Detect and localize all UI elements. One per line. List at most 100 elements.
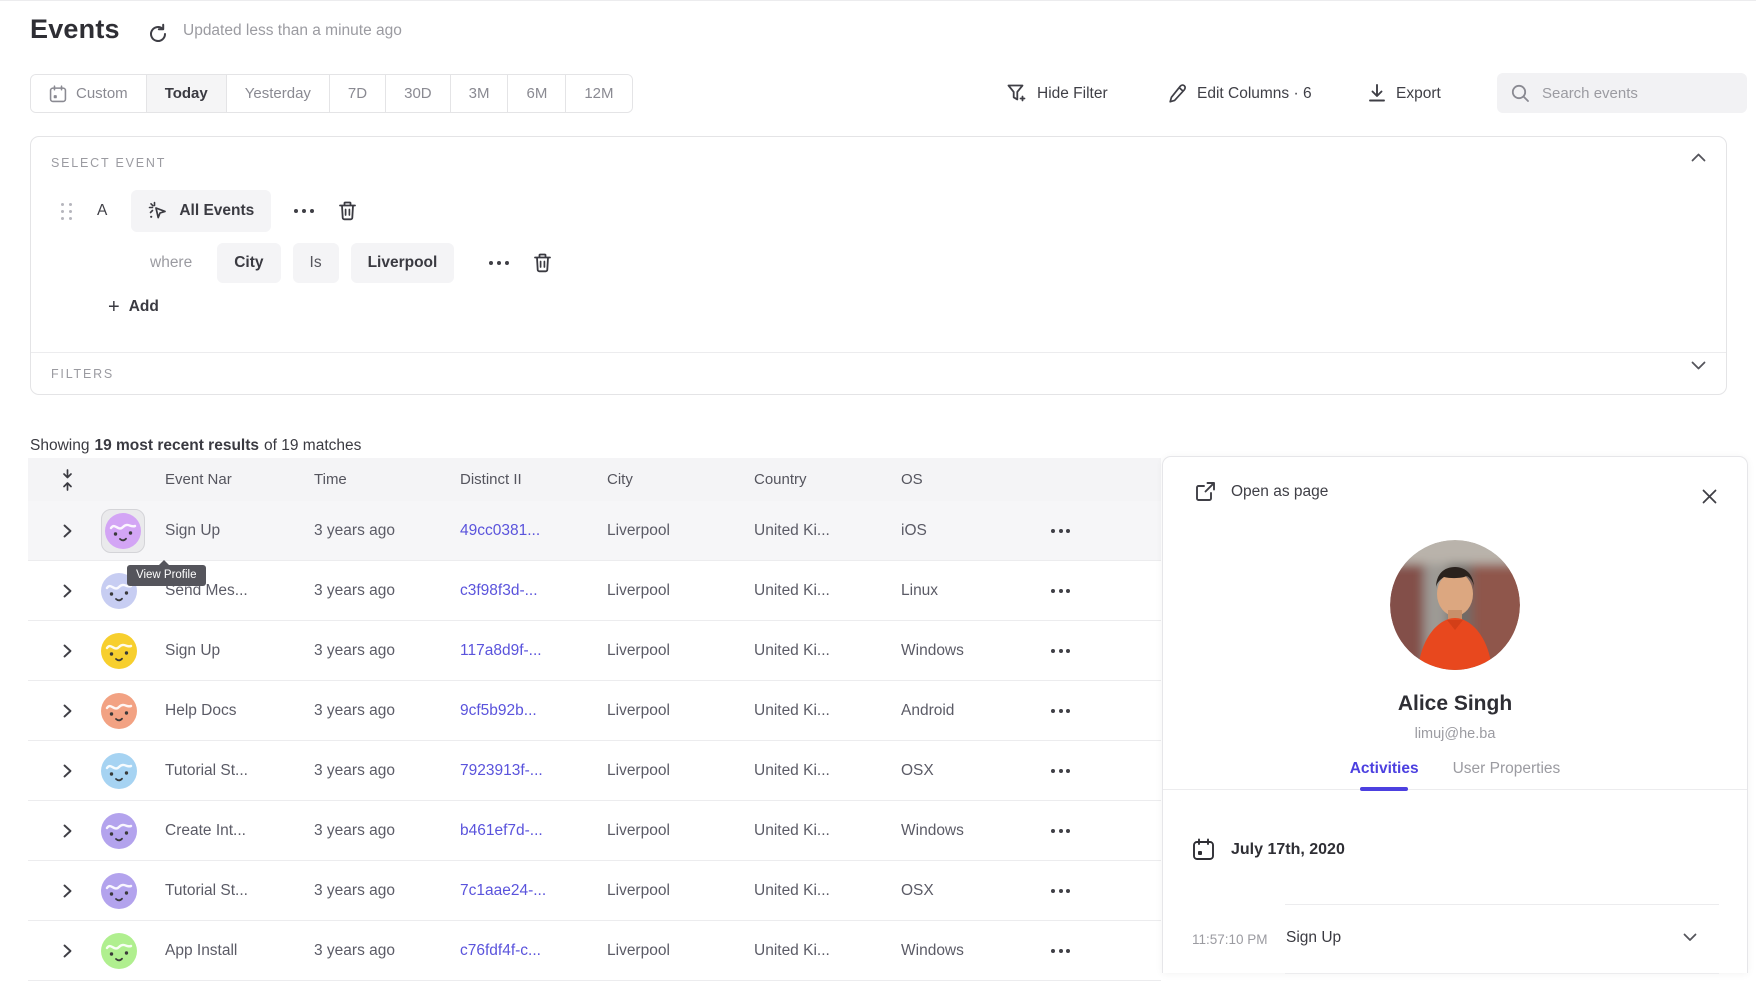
- row-actions-button[interactable]: [1049, 823, 1161, 839]
- row-actions-button[interactable]: [1049, 763, 1161, 779]
- column-header[interactable]: Time: [314, 471, 347, 488]
- event-row-letter: A: [97, 202, 108, 219]
- event-time: 3 years ago: [314, 821, 395, 839]
- filters-label: FILTERS: [51, 367, 115, 381]
- table-row[interactable]: Sign Up 3 years ago 117a8d9f-... Liverpool U…: [28, 621, 1161, 681]
- distinct-id-link[interactable]: 117a8d9f-...: [460, 641, 542, 659]
- row-expander-icon[interactable]: [63, 764, 72, 778]
- search-input[interactable]: [1542, 84, 1722, 102]
- event-name: Sign Up: [165, 521, 221, 539]
- distinct-id-link[interactable]: 49cc0381...: [460, 521, 541, 539]
- avatar[interactable]: [101, 508, 145, 553]
- distinct-id-link[interactable]: 9cf5b92b...: [460, 701, 537, 719]
- event-time: 3 years ago: [314, 701, 395, 719]
- row-actions-button[interactable]: [1049, 523, 1161, 539]
- event-country: United Ki...: [754, 641, 830, 659]
- activity-time: 11:57:10 PM: [1192, 932, 1268, 947]
- page-title: Events: [30, 14, 120, 44]
- row-actions-button[interactable]: [1049, 703, 1161, 719]
- row-expander-icon[interactable]: [63, 944, 72, 958]
- row-actions-button[interactable]: [1049, 943, 1161, 959]
- activity-row[interactable]: 11:57:10 PM Sign Up: [1163, 904, 1747, 973]
- event-name: Create Int...: [165, 821, 246, 839]
- table-row[interactable]: Send Mes... 3 years ago c3f98f3d-... Liverp…: [28, 561, 1161, 621]
- event-city: Liverpool: [607, 641, 670, 659]
- row-expander-icon[interactable]: [63, 824, 72, 838]
- calendar-icon: [1192, 838, 1215, 861]
- filter-property-chip[interactable]: City: [217, 243, 281, 283]
- range-yesterday[interactable]: Yesterday: [226, 75, 330, 112]
- row-expander-icon[interactable]: [63, 884, 72, 898]
- event-delete-icon[interactable]: [338, 201, 357, 221]
- range-12m[interactable]: 12M: [566, 75, 632, 112]
- distinct-id-link[interactable]: c76fdf4f-c...: [460, 941, 541, 959]
- distinct-id-link[interactable]: c3f98f3d-...: [460, 581, 538, 599]
- collapse-section-icon[interactable]: [1691, 153, 1706, 162]
- close-panel-icon[interactable]: [1700, 487, 1719, 506]
- range-7d[interactable]: 7D: [329, 75, 387, 112]
- distinct-id-link[interactable]: 7923913f-...: [460, 761, 543, 779]
- range-custom[interactable]: Custom: [31, 75, 147, 112]
- column-header[interactable]: OS: [901, 471, 923, 488]
- table-row[interactable]: Tutorial St... 3 years ago 7c1aae24-... Liv…: [28, 861, 1161, 921]
- row-actions-button[interactable]: [1049, 583, 1161, 599]
- table-row[interactable]: Sign Up 3 years ago 49cc0381... Liverpool Un…: [28, 501, 1161, 561]
- select-event-label: SELECT EVENT: [51, 156, 167, 170]
- column-header[interactable]: City: [607, 471, 633, 488]
- distinct-id-link[interactable]: b461ef7d-...: [460, 821, 543, 839]
- event-more-button[interactable]: [294, 209, 315, 213]
- event-city: Liverpool: [607, 581, 670, 599]
- filter-delete-icon[interactable]: [533, 253, 552, 273]
- avatar[interactable]: [101, 692, 137, 729]
- export-button[interactable]: Export: [1368, 74, 1441, 113]
- row-actions-button[interactable]: [1049, 883, 1161, 899]
- collapse-rows-icon[interactable]: [61, 468, 74, 491]
- search-events-box[interactable]: [1497, 73, 1747, 113]
- column-header[interactable]: Distinct II: [460, 471, 522, 488]
- expand-filters-icon[interactable]: [1691, 361, 1706, 370]
- row-actions-button[interactable]: [1049, 643, 1161, 659]
- event-name: App Install: [165, 941, 238, 959]
- date-range-selector: Custom Today Yesterday 7D 30D 3M 6M 12M: [30, 74, 633, 113]
- open-as-page-button[interactable]: Open as page: [1195, 481, 1328, 502]
- event-selector-chip[interactable]: All Events: [131, 190, 272, 232]
- avatar[interactable]: [101, 812, 137, 849]
- pencil-icon: [1168, 84, 1187, 103]
- tab-activities[interactable]: Activities: [1348, 749, 1421, 789]
- avatar[interactable]: [101, 752, 137, 789]
- range-today[interactable]: Today: [146, 75, 227, 112]
- distinct-id-link[interactable]: 7c1aae24-...: [460, 881, 547, 899]
- range-30d[interactable]: 30D: [386, 75, 451, 112]
- row-expander-icon[interactable]: [63, 704, 72, 718]
- avatar[interactable]: [101, 632, 137, 669]
- profile-name: Alice Singh: [1397, 692, 1513, 715]
- hide-filter-button[interactable]: Hide Filter: [1007, 74, 1108, 113]
- event-name: Sign Up: [165, 641, 221, 659]
- drag-handle-icon[interactable]: [61, 202, 72, 220]
- avatar[interactable]: [101, 932, 137, 969]
- range-6m[interactable]: 6M: [508, 75, 567, 112]
- tab-user-properties[interactable]: User Properties: [1451, 749, 1563, 789]
- filter-value-chip[interactable]: Liverpool: [350, 243, 455, 283]
- event-city: Liverpool: [607, 941, 670, 959]
- table-row[interactable]: Help Docs 3 years ago 9cf5b92b... Liverpool…: [28, 681, 1161, 741]
- event-os: Windows: [901, 821, 964, 839]
- row-expander-icon[interactable]: [63, 584, 72, 598]
- row-expander-icon[interactable]: [63, 644, 72, 658]
- refresh-icon[interactable]: [147, 23, 169, 45]
- event-os: Windows: [901, 941, 964, 959]
- row-expander-icon[interactable]: [63, 524, 72, 538]
- table-row[interactable]: Create Int... 3 years ago b461ef7d-... Live…: [28, 801, 1161, 861]
- table-row[interactable]: Tutorial St... 3 years ago 7923913f-... Liv…: [28, 741, 1161, 801]
- column-header[interactable]: Event Nar: [165, 471, 232, 488]
- filter-operator-chip[interactable]: Is: [292, 243, 339, 283]
- filter-more-button[interactable]: [489, 261, 510, 265]
- add-event-button[interactable]: + Add: [108, 296, 159, 318]
- column-header[interactable]: Country: [754, 471, 807, 488]
- edit-columns-button[interactable]: Edit Columns · 6: [1168, 74, 1312, 113]
- range-3m[interactable]: 3M: [450, 75, 509, 112]
- table-row[interactable]: App Install 3 years ago c76fdf4f-c... Liver…: [28, 921, 1161, 981]
- chevron-down-icon[interactable]: [1683, 933, 1697, 942]
- avatar[interactable]: [101, 872, 137, 909]
- where-label: where: [150, 254, 193, 271]
